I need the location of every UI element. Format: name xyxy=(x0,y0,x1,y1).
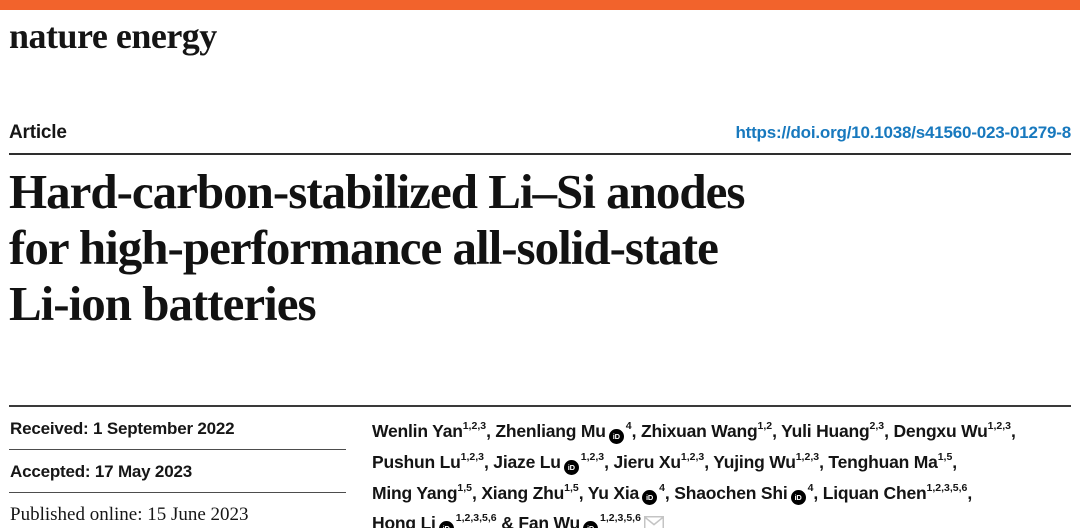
title-line: for high-performance all-solid-state xyxy=(9,220,719,275)
author-separator: , xyxy=(952,451,957,472)
journal-logo: nature energy xyxy=(9,16,217,56)
author-name: Yu Xia xyxy=(587,482,640,503)
affiliation-superscript: 1,5 xyxy=(564,481,579,494)
orcid-icon[interactable]: iD xyxy=(438,521,454,528)
affiliation-superscript: 1,2,3 xyxy=(680,450,705,463)
author-name: Jieru Xu xyxy=(613,451,681,472)
meta-section: Received: 1 September 2022 Accepted: 17 … xyxy=(9,405,1071,528)
affiliation-superscript: 1,2,3,5,6 xyxy=(455,512,497,525)
author-name: Tenghuan Ma xyxy=(828,451,938,472)
corresponding-email-icon[interactable] xyxy=(643,512,664,528)
author-name: Dengxu Wu xyxy=(893,420,988,441)
author-name: Jiaze Lu xyxy=(493,451,561,472)
article-title: Hard-carbon-stabilized Li–Si anodes for … xyxy=(9,164,1071,332)
author-name: Hong Li xyxy=(372,513,436,528)
orcid-icon[interactable]: iD xyxy=(790,490,806,506)
author-name: Yuli Huang xyxy=(781,420,870,441)
author-name: Zhixuan Wang xyxy=(640,420,758,441)
affiliation-superscript: 1,2,3 xyxy=(460,450,484,463)
author-separator: , xyxy=(819,451,829,472)
author-name: Liquan Chen xyxy=(822,482,927,503)
author-separator: , xyxy=(483,451,494,472)
article-type-label: Article xyxy=(9,122,67,143)
author-separator: & xyxy=(496,513,519,528)
author-separator: , xyxy=(631,420,641,441)
author-name: Xiang Zhu xyxy=(481,482,565,503)
received-date: Received: 1 September 2022 xyxy=(9,407,346,450)
author-separator: , xyxy=(486,420,496,441)
orcid-icon[interactable]: iD xyxy=(642,490,658,506)
affiliation-superscript: 1,2,3,5,6 xyxy=(600,512,641,525)
affiliation-superscript: 4 xyxy=(807,481,814,494)
author-name: Yujing Wu xyxy=(713,451,796,472)
affiliation-superscript: 1,5 xyxy=(457,481,472,494)
author-name: Pushun Lu xyxy=(372,451,461,472)
dates-column: Received: 1 September 2022 Accepted: 17 … xyxy=(9,407,346,528)
page-content: nature energy Article https://doi.org/10… xyxy=(0,16,1080,528)
affiliation-superscript: 4 xyxy=(625,420,632,432)
affiliation-superscript: 1,2,3,5,6 xyxy=(926,481,968,494)
header-divider xyxy=(9,153,1071,155)
affiliation-superscript: 1,2,3 xyxy=(462,420,487,432)
accepted-date: Accepted: 17 May 2023 xyxy=(9,450,346,493)
author-line: Pushun Lu1,2,3, Jiaze Lu iD1,2,3, Jieru X… xyxy=(372,445,1016,476)
affiliation-superscript: 1,2,3 xyxy=(795,450,820,463)
author-separator: , xyxy=(604,451,614,472)
author-line: Wenlin Yan1,2,3, Zhenliang Mu iD4, Zhixua… xyxy=(372,414,1016,445)
affiliation-superscript: 1,2,3 xyxy=(580,450,605,463)
title-line: Hard-carbon-stabilized Li–Si anodes xyxy=(9,164,745,219)
author-separator: , xyxy=(578,482,588,503)
orcid-icon[interactable]: iD xyxy=(608,428,624,444)
orcid-icon[interactable]: iD xyxy=(563,459,579,475)
author-name: Wenlin Yan xyxy=(372,420,463,441)
author-separator: , xyxy=(813,482,823,503)
title-line: Li-ion batteries xyxy=(9,276,317,331)
author-name: Fan Wu xyxy=(518,513,581,528)
published-date: Published online: 15 June 2023 xyxy=(10,504,249,525)
author-name: Ming Yang xyxy=(372,482,458,503)
affiliation-superscript: 1,5 xyxy=(937,450,953,463)
author-line: Hong LiiD1,2,3,5,6 & Fan WuiD1,2,3,5,6 xyxy=(372,506,1016,528)
affiliation-superscript: 1,2,3 xyxy=(987,420,1011,432)
orcid-icon[interactable]: iD xyxy=(583,521,599,528)
author-separator: , xyxy=(704,451,714,472)
affiliation-superscript: 2,3 xyxy=(869,420,885,432)
affiliation-superscript: 1,2 xyxy=(757,420,773,432)
author-separator: , xyxy=(772,420,782,441)
author-separator: , xyxy=(472,482,482,503)
article-header-row: Article https://doi.org/10.1038/s41560-0… xyxy=(9,122,1071,143)
author-separator: , xyxy=(664,482,675,503)
author-separator: , xyxy=(967,482,973,503)
author-separator: , xyxy=(884,420,894,441)
author-separator: , xyxy=(1010,420,1016,441)
author-name: Zhenliang Mu xyxy=(495,420,606,441)
journal-brand-bar xyxy=(0,0,1080,10)
affiliation-superscript: 4 xyxy=(659,481,665,494)
doi-link[interactable]: https://doi.org/10.1038/s41560-023-01279… xyxy=(735,123,1071,142)
author-line: Ming Yang1,5, Xiang Zhu1,5, Yu Xia iD4, S… xyxy=(372,476,1016,507)
author-list: Wenlin Yan1,2,3, Zhenliang Mu iD4, Zhixua… xyxy=(372,407,1016,528)
author-name: Shaochen Shi xyxy=(674,482,788,503)
